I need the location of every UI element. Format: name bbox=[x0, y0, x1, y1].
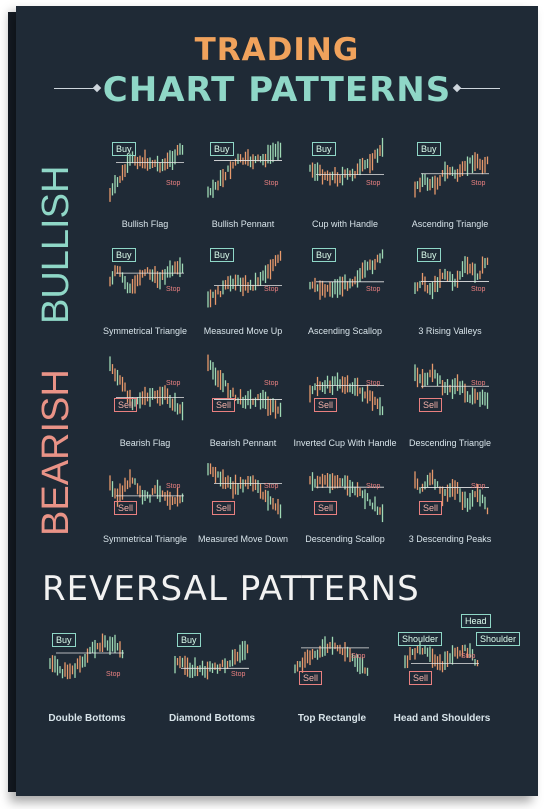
stop-label: Stop bbox=[471, 483, 486, 490]
stop-label: Stop bbox=[264, 180, 279, 187]
reversal-pattern-chart-3 bbox=[404, 641, 479, 673]
buy-tag: Buy bbox=[177, 633, 201, 647]
buy-tag: Buy bbox=[210, 142, 234, 156]
bullish-pattern-label: Measured Move Up bbox=[203, 326, 283, 336]
reversal-pattern-chart-0 bbox=[49, 633, 124, 680]
buy-tag: Buy bbox=[210, 248, 234, 262]
reversal-pattern-label: Top Rectangle bbox=[297, 713, 367, 724]
bullish-pattern-label: Symmetrical Triangle bbox=[102, 326, 188, 336]
stop-label: Stop bbox=[471, 286, 486, 293]
sell-tag: Sell bbox=[212, 398, 236, 412]
poster-edge bbox=[8, 12, 18, 792]
reversal-pattern-label: Double Bottoms bbox=[48, 713, 126, 724]
bullish-pattern-chart-5 bbox=[207, 250, 282, 308]
bullish-pattern-label: 3 Rising Valleys bbox=[418, 326, 482, 336]
stop-label: Stop bbox=[366, 180, 381, 187]
bullish-pattern-label: Bullish Flag bbox=[121, 219, 169, 229]
poster: TRADING CHART PATTERNS BULLISH BEARISH R… bbox=[16, 6, 538, 796]
bearish-pattern-chart-3 bbox=[414, 363, 489, 409]
stop-label: Stop bbox=[166, 483, 181, 490]
buy-tag: Buy bbox=[417, 248, 441, 262]
sell-tag: Sell bbox=[314, 501, 338, 515]
buy-tag: Buy bbox=[417, 142, 441, 156]
bullish-pattern-chart-2 bbox=[309, 137, 384, 187]
sell-tag: Sell bbox=[114, 398, 138, 412]
stop-label: Stop bbox=[366, 286, 381, 293]
bearish-pattern-label: Bearish Pennant bbox=[209, 438, 277, 448]
stop-label: Stop bbox=[351, 653, 366, 660]
buy-tag: Buy bbox=[52, 633, 76, 647]
stop-label: Stop bbox=[264, 483, 279, 490]
bearish-pattern-chart-2 bbox=[309, 372, 384, 416]
reversal-pattern-chart-1 bbox=[174, 640, 249, 680]
reversal-title: REVERSAL PATTERNS bbox=[42, 569, 420, 609]
stop-label: Stop bbox=[166, 286, 181, 293]
bullish-pattern-label: Bullish Pennant bbox=[211, 219, 275, 229]
bearish-pattern-chart-4 bbox=[109, 469, 184, 510]
bullish-pattern-chart-6 bbox=[309, 249, 384, 300]
buy-tag: Buy bbox=[312, 142, 336, 156]
stop-label: Stop bbox=[366, 483, 381, 490]
bullish-pattern-chart-4 bbox=[109, 257, 184, 294]
bearish-pattern-chart-0 bbox=[109, 356, 184, 421]
sell-tag: Sell bbox=[419, 501, 443, 515]
head-tag: Head bbox=[461, 614, 491, 628]
sell-tag: Sell bbox=[114, 501, 138, 515]
bullish-pattern-chart-1 bbox=[207, 141, 282, 198]
buy-tag: Buy bbox=[112, 248, 136, 262]
bullish-pattern-label: Ascending Scallop bbox=[307, 326, 383, 336]
bearish-side-label: BEARISH bbox=[35, 369, 77, 537]
sell-tag: Sell bbox=[409, 671, 433, 685]
stop-label: Stop bbox=[471, 180, 486, 187]
stop-label: Stop bbox=[471, 380, 486, 387]
bearish-pattern-label: Measured Move Down bbox=[197, 534, 289, 544]
bearish-pattern-label: 3 Descending Peaks bbox=[408, 534, 492, 544]
bearish-pattern-chart-7 bbox=[414, 469, 489, 515]
reversal-pattern-label: Head and Shoulders bbox=[393, 713, 491, 724]
stop-label: Stop bbox=[264, 286, 279, 293]
sell-tag: Sell bbox=[314, 398, 338, 412]
stop-label: Stop bbox=[366, 380, 381, 387]
stop-label: Stop bbox=[166, 180, 181, 187]
title-trading: TRADING bbox=[194, 32, 360, 68]
stop-label: Stop bbox=[231, 671, 246, 678]
sell-tag: Sell bbox=[419, 398, 443, 412]
bullish-side-label: BULLISH bbox=[35, 165, 77, 324]
bearish-pattern-label: Descending Triangle bbox=[408, 438, 492, 448]
bearish-pattern-label: Bearish Flag bbox=[119, 438, 171, 448]
bearish-pattern-chart-1 bbox=[207, 354, 282, 419]
bearish-pattern-label: Symmetrical Triangle bbox=[102, 534, 188, 544]
bullish-pattern-chart-3 bbox=[414, 152, 489, 198]
shoulder-tag: Shoulder bbox=[398, 632, 443, 646]
shoulder-tag: Shoulder bbox=[476, 632, 521, 646]
bullish-pattern-label: Ascending Triangle bbox=[411, 219, 489, 229]
bullish-pattern-label: Cup with Handle bbox=[311, 219, 379, 229]
ornament-right bbox=[454, 88, 500, 89]
reversal-pattern-chart-2 bbox=[294, 636, 369, 676]
sell-tag: Sell bbox=[299, 671, 323, 685]
title-chart-patterns: CHART PATTERNS bbox=[102, 70, 452, 110]
sell-tag: Sell bbox=[212, 501, 236, 515]
bearish-pattern-label: Inverted Cup With Handle bbox=[293, 438, 397, 448]
bearish-pattern-label: Descending Scallop bbox=[305, 534, 385, 544]
stop-label: Stop bbox=[106, 671, 121, 678]
stop-label: Stop bbox=[264, 380, 279, 387]
bullish-pattern-chart-7 bbox=[414, 256, 489, 300]
stop-label: Stop bbox=[166, 380, 181, 387]
bullish-pattern-chart-0 bbox=[109, 143, 184, 202]
reversal-pattern-label: Diamond Bottoms bbox=[168, 713, 256, 724]
buy-tag: Buy bbox=[112, 142, 136, 156]
buy-tag: Buy bbox=[312, 248, 336, 262]
bearish-pattern-chart-5 bbox=[207, 463, 282, 519]
bearish-pattern-chart-6 bbox=[309, 472, 384, 523]
ornament-left bbox=[54, 88, 100, 89]
stop-label: Stop bbox=[461, 653, 476, 660]
